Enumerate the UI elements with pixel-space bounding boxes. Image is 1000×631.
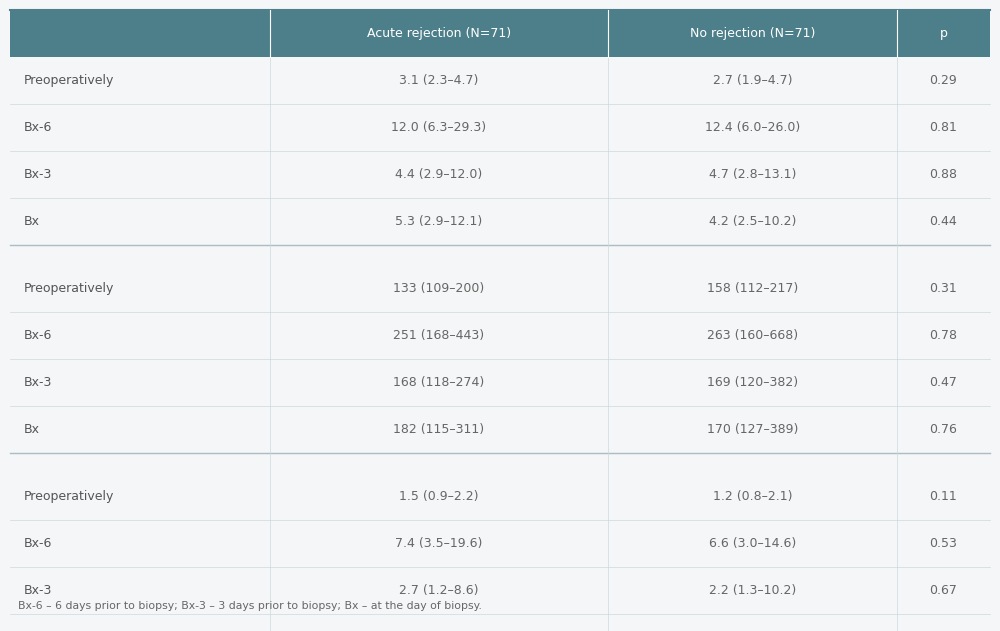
Text: 3.1 (2.3–4.7): 3.1 (2.3–4.7) xyxy=(399,74,478,87)
Text: 263 (160–668): 263 (160–668) xyxy=(707,329,798,342)
Text: 2.7 (1.2–8.6): 2.7 (1.2–8.6) xyxy=(399,584,479,597)
Text: 0.11: 0.11 xyxy=(930,490,957,503)
Text: 251 (168–443): 251 (168–443) xyxy=(393,329,484,342)
Bar xyxy=(10,10,990,57)
Text: 12.0 (6.3–29.3): 12.0 (6.3–29.3) xyxy=(391,121,486,134)
Text: 158 (112–217): 158 (112–217) xyxy=(707,282,798,295)
Text: Bx: Bx xyxy=(24,215,40,228)
Text: 6.6 (3.0–14.6): 6.6 (3.0–14.6) xyxy=(709,537,796,550)
Text: 1.5 (0.9–2.2): 1.5 (0.9–2.2) xyxy=(399,490,479,503)
Text: 2.7 (1.9–4.7): 2.7 (1.9–4.7) xyxy=(713,74,792,87)
Text: Bx-6 – 6 days prior to biopsy; Bx-3 – 3 days prior to biopsy; Bx – at the day of: Bx-6 – 6 days prior to biopsy; Bx-3 – 3 … xyxy=(18,601,482,611)
Text: Acute rejection (N=71): Acute rejection (N=71) xyxy=(367,27,511,40)
Text: 182 (115–311): 182 (115–311) xyxy=(393,423,484,436)
Text: 0.78: 0.78 xyxy=(929,329,957,342)
Text: 0.88: 0.88 xyxy=(929,168,957,181)
Text: 169 (120–382): 169 (120–382) xyxy=(707,376,798,389)
Text: Preoperatively: Preoperatively xyxy=(24,490,114,503)
Text: 133 (109–200): 133 (109–200) xyxy=(393,282,484,295)
Text: No rejection (N=71): No rejection (N=71) xyxy=(690,27,815,40)
Text: 0.44: 0.44 xyxy=(930,215,957,228)
Text: 2.2 (1.3–10.2): 2.2 (1.3–10.2) xyxy=(709,584,796,597)
Text: Bx-3: Bx-3 xyxy=(24,376,52,389)
Text: Bx-6: Bx-6 xyxy=(24,121,52,134)
Text: 0.47: 0.47 xyxy=(930,376,957,389)
Text: 0.67: 0.67 xyxy=(930,584,957,597)
Text: Bx: Bx xyxy=(24,423,40,436)
Text: 170 (127–389): 170 (127–389) xyxy=(707,423,798,436)
Text: 0.76: 0.76 xyxy=(930,423,957,436)
Text: 0.29: 0.29 xyxy=(930,74,957,87)
Text: 0.81: 0.81 xyxy=(930,121,957,134)
Text: Bx-6: Bx-6 xyxy=(24,329,52,342)
Text: 0.31: 0.31 xyxy=(930,282,957,295)
Text: Bx-6: Bx-6 xyxy=(24,537,52,550)
Text: 4.7 (2.8–13.1): 4.7 (2.8–13.1) xyxy=(709,168,796,181)
Text: 7.4 (3.5–19.6): 7.4 (3.5–19.6) xyxy=(395,537,482,550)
Text: 168 (118–274): 168 (118–274) xyxy=(393,376,484,389)
Text: 1.2 (0.8–2.1): 1.2 (0.8–2.1) xyxy=(713,490,792,503)
Text: p: p xyxy=(940,27,947,40)
Text: Preoperatively: Preoperatively xyxy=(24,282,114,295)
Text: 5.3 (2.9–12.1): 5.3 (2.9–12.1) xyxy=(395,215,482,228)
Text: Bx-3: Bx-3 xyxy=(24,584,52,597)
Text: 4.2 (2.5–10.2): 4.2 (2.5–10.2) xyxy=(709,215,796,228)
Text: Bx-3: Bx-3 xyxy=(24,168,52,181)
Text: 12.4 (6.0–26.0): 12.4 (6.0–26.0) xyxy=(705,121,800,134)
Text: Preoperatively: Preoperatively xyxy=(24,74,114,87)
Text: 4.4 (2.9–12.0): 4.4 (2.9–12.0) xyxy=(395,168,482,181)
Text: 0.53: 0.53 xyxy=(930,537,957,550)
